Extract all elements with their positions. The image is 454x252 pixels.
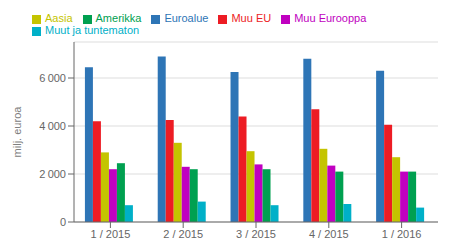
- svg-text:2 000: 2 000: [39, 168, 66, 180]
- svg-text:2 / 2015: 2 / 2015: [163, 228, 203, 240]
- html-text:Amerikka: Amerikka: [95, 12, 142, 24]
- svg-text:6 000: 6 000: [39, 72, 66, 84]
- svg-text:0: 0: [60, 216, 66, 228]
- svg-text:1 / 2016: 1 / 2016: [382, 228, 422, 240]
- svg-text:1 / 2015: 1 / 2015: [91, 228, 131, 240]
- html-text:Euroalue: Euroalue: [164, 12, 209, 24]
- svg-text:3 / 2015: 3 / 2015: [236, 228, 276, 240]
- html-text:Muu Eurooppa: Muu Eurooppa: [294, 12, 367, 24]
- html-text:Muut ja tuntematon: Muut ja tuntematon: [45, 24, 140, 36]
- svg-text:4 000: 4 000: [39, 120, 66, 132]
- svg-text:4 / 2015: 4 / 2015: [309, 228, 349, 240]
- html-text:Muu EU: Muu EU: [231, 12, 272, 24]
- html-text:Aasia: Aasia: [45, 12, 73, 24]
- svg-text:milj. euroa: milj. euroa: [11, 106, 23, 158]
